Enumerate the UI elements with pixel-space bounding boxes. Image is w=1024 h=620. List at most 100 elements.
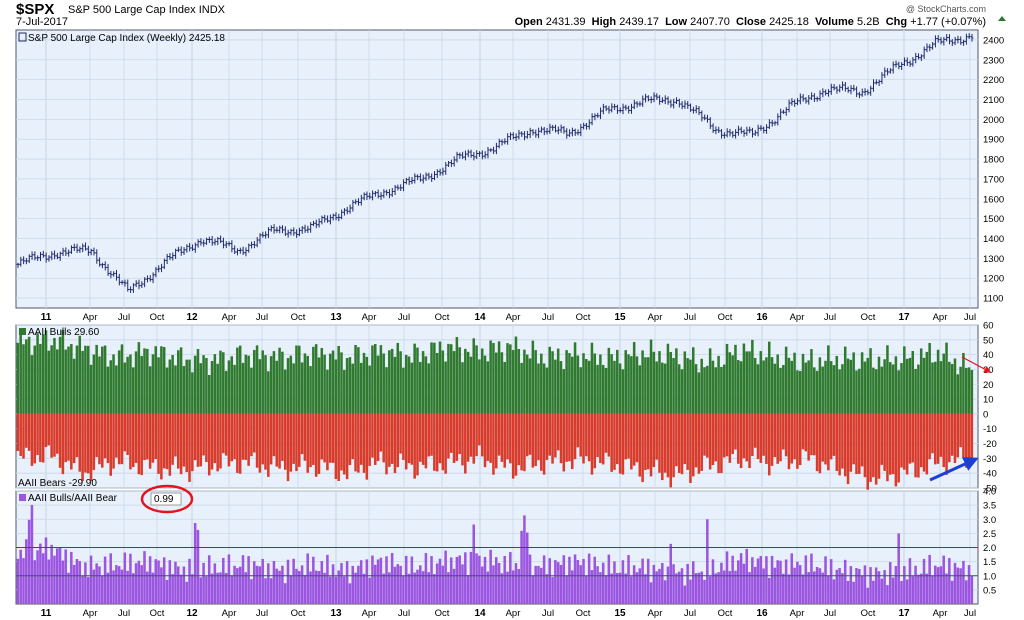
- x-tick-label: Apr: [83, 608, 98, 619]
- bears-bar: [582, 413, 585, 464]
- ratio-bar: [334, 576, 338, 604]
- ratio-bar: [922, 558, 926, 604]
- bulls-bar: [233, 364, 236, 414]
- ratio-bar: [514, 563, 518, 604]
- bears-bar: [914, 413, 917, 478]
- ratio-bar: [666, 566, 670, 604]
- bulls-bar: [430, 342, 433, 414]
- bulls-bar: [202, 355, 205, 414]
- bulls-bar: [67, 346, 70, 414]
- bulls-bar: [711, 360, 715, 414]
- bears-bar: [120, 413, 124, 465]
- bears-bar: [874, 413, 878, 485]
- bears-bar: [953, 413, 957, 464]
- bulls-bar: [967, 367, 971, 414]
- bears-bar: [86, 413, 90, 474]
- bulls-bar: [782, 365, 785, 414]
- bears-bar: [224, 413, 228, 456]
- bears-bar: [770, 413, 774, 466]
- bulls-bar: [433, 342, 436, 414]
- bears-bar: [931, 413, 934, 454]
- bulls-bar: [298, 345, 301, 414]
- bears-bar: [818, 413, 822, 474]
- annotation-circle: [140, 484, 194, 514]
- bulls-bar: [134, 351, 138, 414]
- bulls-bar: [64, 349, 67, 414]
- bears-bar: [388, 413, 391, 467]
- bears-bar: [905, 413, 909, 475]
- bears-bar: [50, 413, 53, 458]
- bears-bar: [435, 413, 439, 472]
- ratio-bar: [652, 564, 656, 604]
- bears-bar: [641, 413, 644, 483]
- bears-bar: [967, 413, 971, 460]
- bears-bar: [396, 413, 400, 468]
- ratio-bar: [373, 564, 377, 604]
- bears-bar: [630, 413, 633, 470]
- bears-bar: [379, 413, 383, 452]
- ratio-bar: [739, 553, 743, 604]
- bulls-bar: [616, 349, 619, 414]
- bears-bar: [95, 413, 98, 458]
- ratio-bar: [770, 555, 774, 604]
- x-tick-label: Oct: [861, 312, 876, 323]
- y-tick-label: -10: [983, 424, 997, 435]
- bulls-bar: [863, 361, 867, 414]
- ratio-bar: [641, 558, 644, 604]
- bears-bar: [663, 413, 667, 473]
- bulls-bar: [151, 354, 155, 414]
- bears-bar: [711, 413, 715, 465]
- ratio-bar: [416, 569, 419, 604]
- bears-bar: [936, 413, 940, 464]
- y-tick-label: 1.0: [983, 571, 996, 582]
- ratio-bar: [807, 572, 810, 604]
- bears-bar: [942, 413, 945, 468]
- bulls-bar: [157, 357, 160, 414]
- bears-bar: [455, 413, 459, 461]
- bulls-bar: [427, 363, 430, 414]
- bears-bar: [570, 413, 574, 470]
- y-tick-label: 1400: [983, 234, 1004, 245]
- bears-bar: [109, 413, 112, 476]
- bears-bar: [185, 413, 188, 473]
- ratio-bar: [317, 571, 321, 604]
- bulls-bar: [635, 356, 639, 414]
- ratio-bar: [174, 561, 177, 604]
- bulls-bar: [81, 350, 84, 414]
- ratio-bar: [661, 562, 664, 604]
- bears-bar: [81, 413, 84, 482]
- bears-bar: [841, 413, 844, 469]
- bears-bar: [782, 413, 785, 450]
- ratio-bar: [84, 562, 87, 604]
- bears-bar: [390, 413, 394, 464]
- bulls-bar: [570, 356, 574, 414]
- y-tick-label: 0.5: [983, 585, 996, 596]
- bulls-bar: [357, 347, 360, 414]
- ratio-bar: [669, 543, 673, 604]
- bulls-bar: [810, 349, 813, 414]
- x-tick-label: Jul: [118, 608, 130, 619]
- bears-bar: [371, 413, 374, 458]
- x-tick-label: Oct: [291, 312, 306, 323]
- bears-bar: [464, 413, 467, 474]
- ratio-bar: [39, 543, 42, 604]
- ratio-bar: [540, 567, 543, 604]
- bears-bar: [272, 413, 276, 457]
- ratio-bar: [430, 556, 433, 604]
- bears-bar: [810, 413, 813, 456]
- bears-bar: [576, 413, 580, 448]
- bulls-bar: [182, 366, 186, 414]
- bulls-bar: [708, 348, 712, 414]
- bulls-bar: [956, 374, 960, 414]
- ratio-bar: [964, 580, 968, 604]
- bulls-bar: [525, 354, 529, 414]
- x-tick-label: 12: [186, 312, 198, 323]
- ratio-bar: [286, 559, 290, 604]
- bulls-bar: [630, 356, 633, 414]
- ratio-bar: [570, 570, 574, 604]
- bears-bar: [148, 413, 152, 469]
- x-tick-label: 16: [756, 312, 768, 323]
- bulls-bar: [117, 350, 121, 414]
- ratio-bar: [883, 570, 886, 604]
- bulls-bar: [534, 350, 537, 414]
